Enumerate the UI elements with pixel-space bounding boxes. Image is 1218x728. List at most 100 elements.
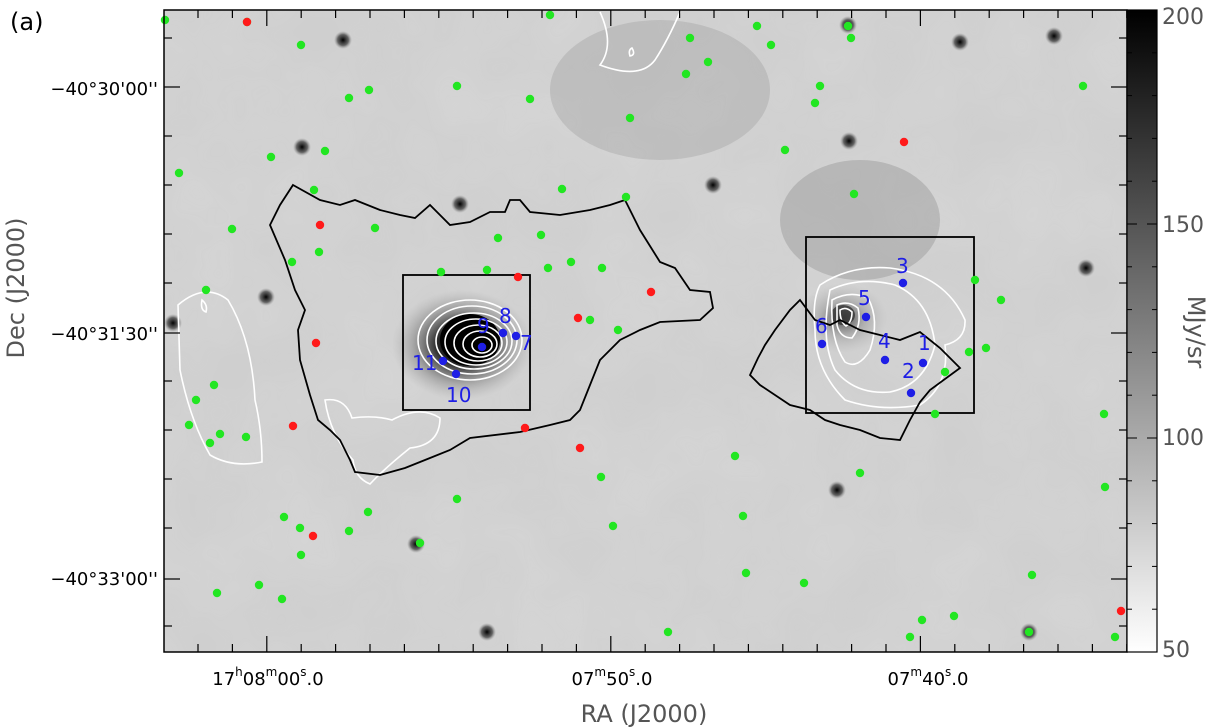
green-marker (320, 146, 330, 156)
green-marker (314, 247, 324, 257)
colorbar (1126, 9, 1158, 653)
blue-source-marker (880, 355, 890, 365)
source-label: 5 (858, 286, 871, 310)
colorbar-ticks (1127, 9, 1157, 653)
x-axis-label: RA (J2000) (581, 700, 708, 728)
green-marker (596, 472, 606, 482)
green-marker (287, 257, 297, 267)
star-point-source (334, 31, 352, 49)
green-marker (917, 615, 927, 625)
source-label: 8 (499, 304, 512, 328)
green-marker (1024, 627, 1034, 637)
green-marker (215, 429, 225, 439)
green-marker (525, 94, 535, 104)
green-marker (613, 325, 623, 335)
green-marker (254, 580, 264, 590)
blue-source-markers (438, 278, 928, 398)
axis-ticks (164, 10, 1128, 652)
green-marker (241, 432, 251, 442)
green-marker (370, 223, 380, 233)
blue-source-marker (861, 312, 871, 322)
green-marker (730, 451, 740, 461)
green-marker (201, 285, 211, 295)
source-label: 9 (477, 314, 490, 338)
green-marker (780, 145, 790, 155)
green-marker (266, 152, 276, 162)
red-marker (899, 137, 909, 147)
source-label: 7 (520, 331, 533, 355)
green-marker (741, 568, 751, 578)
green-marker (625, 113, 635, 123)
green-marker (296, 40, 306, 50)
green-marker (309, 185, 319, 195)
green-marker (964, 347, 974, 357)
green-marker (663, 627, 673, 637)
green-marker (1078, 81, 1088, 91)
star-point-source (951, 33, 969, 51)
red-marker (242, 17, 252, 27)
green-marker (482, 265, 492, 275)
colorbar-tick-label: 150 (1162, 213, 1204, 238)
green-marker (970, 275, 980, 285)
green-marker (436, 267, 446, 277)
green-marker (295, 523, 305, 533)
green-marker (752, 21, 762, 31)
colorbar-tick-label: 100 (1162, 426, 1204, 451)
red-markers (242, 17, 1126, 616)
blue-source-marker (817, 339, 827, 349)
green-marker (949, 611, 959, 621)
green-marker (543, 263, 553, 273)
green-marker (799, 578, 809, 588)
blue-source-marker (511, 331, 521, 341)
red-marker (513, 272, 523, 282)
colorbar-tick-label: 200 (1162, 5, 1204, 30)
green-marker (738, 511, 748, 521)
green-marker (536, 230, 546, 240)
green-marker (160, 15, 170, 25)
blue-source-marker (906, 388, 916, 398)
green-marker (493, 233, 503, 243)
green-marker (810, 98, 820, 108)
red-marker (288, 421, 298, 431)
source-labels: 1 2 3 4 5 6 7 8 9 10 11 (412, 254, 931, 407)
red-marker (646, 287, 656, 297)
star-point-source (293, 138, 311, 156)
green-marker (905, 632, 915, 642)
green-marker (364, 85, 374, 95)
blue-source-marker (918, 358, 928, 368)
red-marker (573, 313, 583, 323)
green-marker (344, 93, 354, 103)
green-marker (279, 512, 289, 522)
green-marker (1110, 632, 1120, 642)
green-marker (191, 395, 201, 405)
green-marker (566, 257, 576, 267)
green-marker (815, 81, 825, 91)
red-marker (575, 443, 585, 453)
star-point-source (840, 132, 858, 150)
green-marker (681, 69, 691, 79)
ra-tick-label: 17h08m00s.0 (212, 665, 323, 690)
green-marker (766, 40, 776, 50)
green-marker (296, 550, 306, 560)
source-label: 3 (896, 254, 909, 278)
dec-tick-label: −40°31'30'' (50, 324, 158, 345)
green-marker (415, 538, 425, 548)
source-label: 11 (412, 351, 437, 375)
ra-tick-label: 07m50s.0 (572, 665, 653, 690)
red-marker (315, 220, 325, 230)
red-marker (520, 423, 530, 433)
green-marker (855, 468, 865, 478)
star-point-source (1077, 259, 1095, 277)
green-marker (344, 526, 354, 536)
star-point-source (257, 288, 275, 306)
source-label: 2 (902, 359, 915, 383)
dec-tick-label: −40°33'00'' (50, 569, 158, 590)
star-point-source (451, 195, 469, 213)
green-marker (227, 224, 237, 234)
green-marker (843, 21, 853, 31)
green-marker (1100, 482, 1110, 492)
star-point-source (478, 623, 496, 641)
green-marker (981, 343, 991, 353)
green-marker (1027, 570, 1037, 580)
